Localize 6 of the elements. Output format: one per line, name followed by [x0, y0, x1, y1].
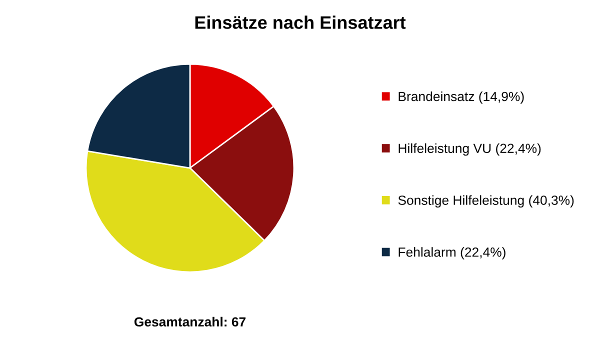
- legend-label: Sonstige Hilfeleistung (40,3%): [398, 195, 574, 208]
- legend-label: Hilfeleistung VU (22,4%): [398, 143, 541, 156]
- text: Gesamtanzahl: 67: [134, 316, 246, 327]
- legend-label: Fehlalarm (22,4%): [398, 247, 506, 260]
- chart-title: Einsätze nach Einsatzart: [195, 16, 406, 29]
- legend-label: Brandeinsatz (14,9%): [398, 91, 524, 104]
